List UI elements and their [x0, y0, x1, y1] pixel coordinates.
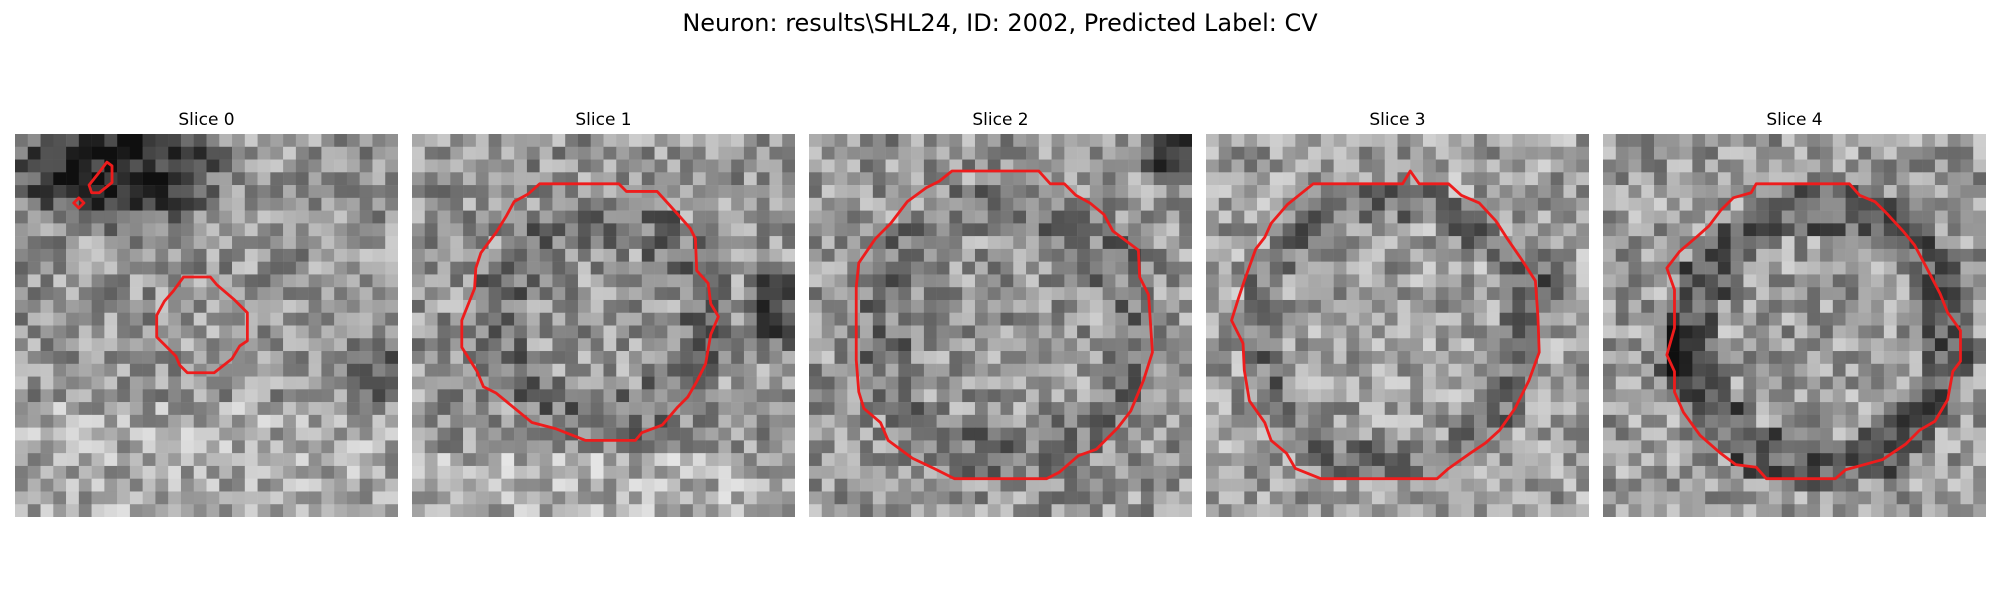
- slice-panel-2: Slice 2: [809, 108, 1192, 518]
- slice-image-4: [1603, 134, 1986, 517]
- segmentation-contour: [1230, 169, 1541, 481]
- segmentation-contour: [854, 169, 1154, 481]
- segmentation-contour: [72, 160, 114, 210]
- slice-panel-0: Slice 0: [15, 108, 398, 518]
- slice-image-0: [15, 134, 398, 517]
- slice-title-0: Slice 0: [178, 110, 235, 130]
- slice-title-3: Slice 3: [1369, 110, 1426, 130]
- figure-title: Neuron: results\SHL24, ID: 2002, Predict…: [682, 9, 1318, 37]
- slice-panel-3: Slice 3: [1206, 108, 1589, 518]
- segmentation-contour: [155, 275, 249, 375]
- slice-panel-4: Slice 4: [1603, 108, 1986, 518]
- segmentation-contour: [460, 182, 720, 442]
- slice-title-1: Slice 1: [575, 110, 632, 130]
- slice-image-3: [1206, 134, 1589, 517]
- slice-image-2: [809, 134, 1192, 517]
- segmentation-contour: [1665, 182, 1962, 481]
- slice-title-2: Slice 2: [972, 110, 1029, 130]
- slice-title-4: Slice 4: [1766, 110, 1823, 130]
- slice-image-1: [412, 134, 795, 517]
- slice-panel-1: Slice 1: [412, 108, 795, 518]
